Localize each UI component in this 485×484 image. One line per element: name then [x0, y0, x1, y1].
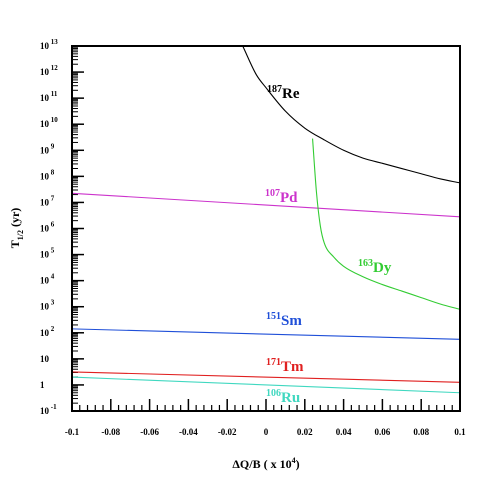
series-label-dy: 163Dy	[358, 258, 392, 276]
series-line-sm	[71, 328, 461, 340]
y-tick-label: 10 10	[40, 116, 58, 129]
x-tick-label: -0.08	[101, 427, 120, 437]
y-tick-label: 1	[40, 380, 45, 390]
y-tick-label: 10 13	[40, 38, 58, 51]
x-tick-label: 0.02	[297, 427, 313, 437]
y-tick-label: 10 5	[40, 247, 55, 260]
series-layer	[71, 45, 461, 394]
x-tick-label: 0.1	[454, 427, 466, 437]
y-tick-label: 10	[40, 354, 50, 364]
y-tick-label: 10 2	[40, 325, 55, 338]
y-axis-title: T1/2 (yr)	[8, 208, 25, 249]
x-tick-label: -0.06	[140, 427, 159, 437]
y-tick-label: 10 7	[40, 194, 55, 207]
x-tick-label: 0.06	[375, 427, 391, 437]
plot-frame	[71, 45, 461, 412]
y-tick-label: 10 9	[40, 142, 55, 155]
y-tick-label: 10 6	[40, 221, 55, 234]
y-tick-label: 10 11	[40, 90, 58, 103]
series-label-ru: 106Ru	[266, 388, 300, 406]
series-line-ru	[71, 376, 461, 394]
x-tick-label: -0.04	[179, 427, 198, 437]
y-tick-label: 10 8	[40, 168, 55, 181]
series-label-tm: 171Tm	[266, 357, 304, 375]
series-label-pd: 107Pd	[265, 188, 298, 206]
y-tick-label: 10 -1	[40, 403, 57, 416]
x-tick-label: -0.02	[218, 427, 237, 437]
x-tick-label: -0.1	[65, 427, 80, 437]
series-line-dy	[312, 138, 461, 310]
x-tick-label: 0.04	[336, 427, 352, 437]
x-axis-title: ΔQ/B ( x 104)	[232, 456, 299, 471]
series-labels-layer: 187Re 107Pd 163Dy 151Sm 171Tm 106Ru	[265, 84, 392, 406]
series-line-tm	[71, 371, 461, 383]
series-label-re: 187Re	[267, 84, 300, 102]
y-tick-label: 10 12	[40, 64, 58, 77]
series-line-re	[242, 45, 461, 184]
x-tick-label: 0.08	[413, 427, 429, 437]
axis-titles: ΔQ/B ( x 104) T1/2 (yr)	[8, 208, 300, 471]
y-tick-label: 10 4	[40, 273, 55, 286]
series-line-pd	[71, 192, 461, 218]
x-tick-label: 0	[264, 427, 269, 437]
y-tick-label: 10 3	[40, 299, 55, 312]
series-label-sm: 151Sm	[266, 311, 302, 329]
